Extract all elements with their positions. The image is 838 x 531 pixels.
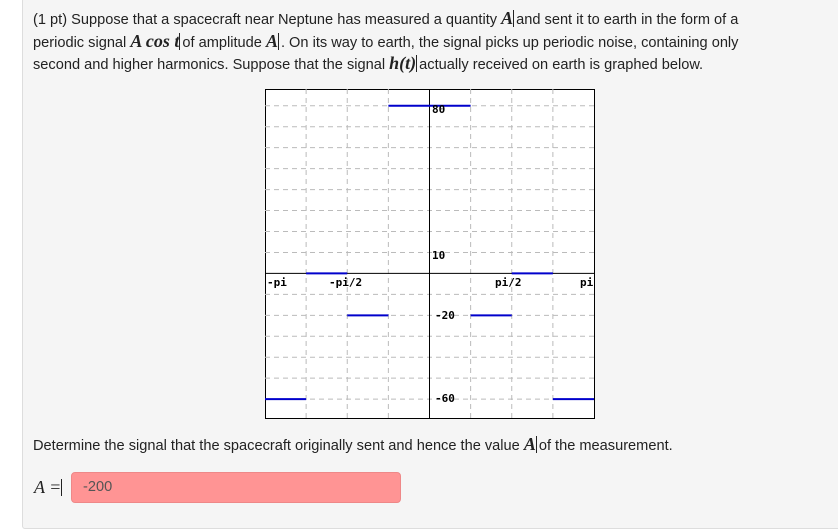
text: of amplitude (182, 35, 266, 51)
text: (1 pt) Suppose that a spacecraft near Ne… (33, 12, 502, 28)
math-signal: A cos t (130, 31, 180, 51)
answer-label: A = (34, 476, 64, 500)
tick-labels: -pi -pi/2 pi/2 pi 80 10 -20 -60 (267, 103, 594, 405)
math-cursor (416, 55, 418, 72)
y-tick-label: -60 (435, 392, 455, 405)
text: . On its way to earth, the signal picks … (280, 35, 739, 51)
math-cursor (277, 33, 279, 50)
answer-label-text: A = (34, 477, 62, 497)
y-tick-label: 80 (432, 103, 445, 116)
text: and sent it to earth in the form of a (516, 12, 739, 28)
math-cursor (513, 10, 515, 27)
text: of the measurement. (538, 438, 673, 454)
math-A: A (523, 434, 536, 454)
problem-line-1: (1 pt) Suppose that a spacecraft near Ne… (33, 7, 738, 31)
x-tick-label: pi (580, 276, 594, 289)
y-tick-label: 10 (432, 249, 445, 262)
text: periodic signal (33, 35, 131, 51)
math-cursor (179, 33, 181, 50)
math-cursor (535, 436, 537, 453)
signal-graph: -pi -pi/2 pi/2 pi 80 10 -20 -60 (265, 89, 595, 419)
math-A: A (501, 8, 514, 28)
x-tick-label: -pi (267, 276, 287, 289)
y-tick-label: -20 (435, 309, 455, 322)
math-A: A (265, 31, 278, 51)
text: second and higher harmonics. Suppose tha… (33, 57, 390, 73)
text: actually received on earth is graphed be… (419, 57, 704, 73)
x-tick-label: -pi/2 (329, 276, 362, 289)
problem-line-3: second and higher harmonics. Suppose tha… (33, 52, 703, 76)
math-cursor (61, 479, 63, 496)
text: Determine the signal that the spacecraft… (33, 438, 524, 454)
math-h: h(t) (389, 53, 417, 73)
x-tick-label: pi/2 (495, 276, 522, 289)
question-line: Determine the signal that the spacecraft… (33, 433, 673, 457)
problem-line-2: periodic signal A cos t of amplitude A. O… (33, 30, 738, 54)
answer-input[interactable]: -200 (71, 472, 401, 503)
segments (265, 104, 595, 401)
